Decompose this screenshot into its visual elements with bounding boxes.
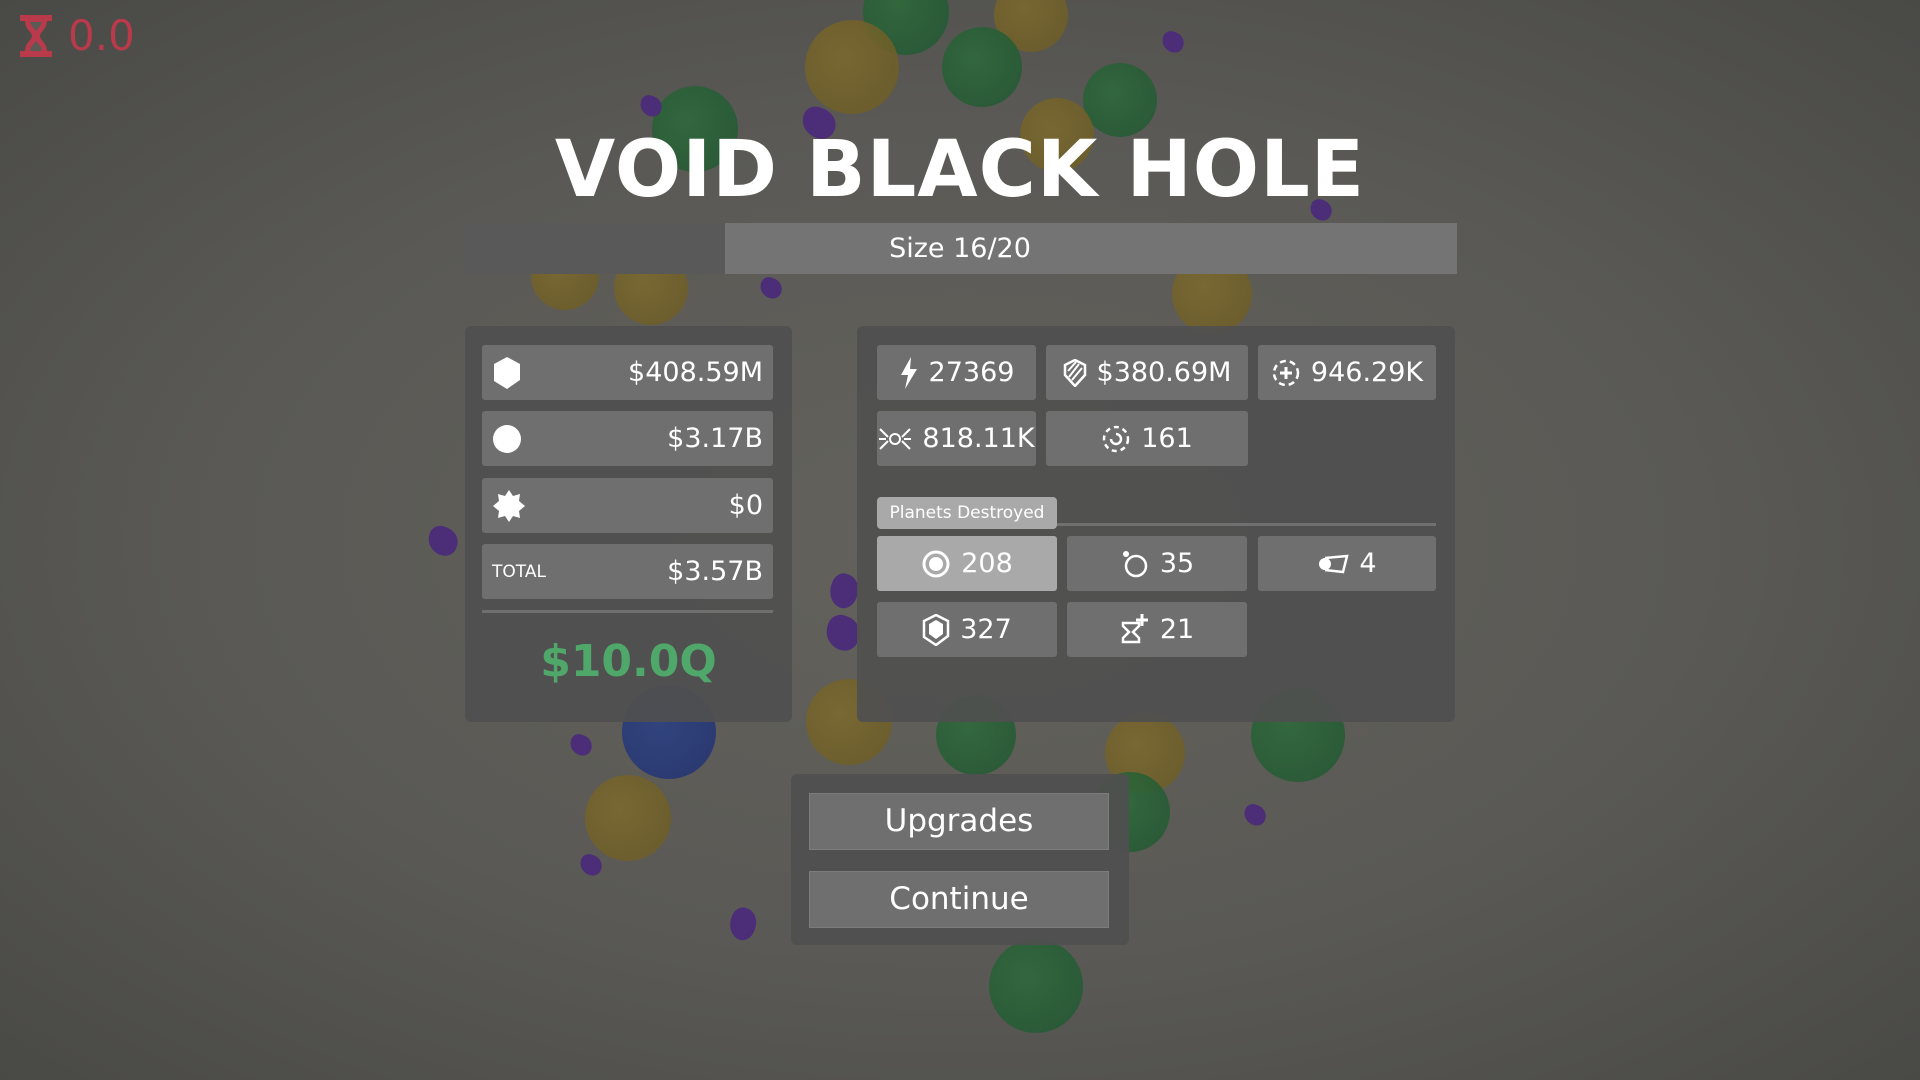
- divider: [1057, 523, 1436, 526]
- stats-panel: 27369 $380.69M 946.29K 818.11K 161 Plane…: [857, 326, 1455, 722]
- divider: [482, 610, 773, 613]
- planet-count-moon: 35: [1067, 536, 1247, 591]
- star-burst-icon: [493, 489, 525, 522]
- planet-count: 327: [960, 614, 1012, 645]
- earnings-panel: $408.59M $3.17B $0 TOTAL $3.57B $10.0Q: [465, 326, 792, 722]
- earning-value: $0: [728, 490, 763, 521]
- timer-value: 0.0: [68, 11, 135, 60]
- dashed-plus-circle-icon: [1272, 359, 1300, 386]
- lightning-icon: [900, 356, 917, 389]
- planet-count-hexagon: 327: [877, 602, 1057, 657]
- planets-destroyed-label: Planets Destroyed: [877, 497, 1057, 529]
- hourglass-plus-icon: [1121, 613, 1148, 643]
- stat-value: 818.11K: [922, 423, 1035, 454]
- stat-energy: 27369: [877, 345, 1036, 400]
- moon-orbit-icon: [1122, 550, 1148, 577]
- dashed-rotate-icon: [1102, 425, 1130, 452]
- striped-shield-icon: [1063, 358, 1086, 387]
- planet-count-hourglass: 21: [1067, 602, 1247, 657]
- stat-value: 946.29K: [1310, 357, 1424, 388]
- balance-value: $10.0Q: [540, 636, 717, 687]
- circle-icon: [493, 424, 521, 453]
- stat-attract: 818.11K: [877, 411, 1036, 466]
- planet-count: 4: [1359, 548, 1377, 579]
- page-title: VOID BLACK HOLE: [554, 125, 1366, 215]
- planet-count-comet: 4: [1258, 536, 1436, 591]
- attract-icon: [879, 427, 912, 450]
- hourglass-icon: [20, 15, 52, 57]
- stat-shield-money: $380.69M: [1046, 345, 1248, 400]
- comet-icon: [1319, 554, 1350, 573]
- planet-count: 208: [961, 548, 1013, 579]
- stat-value: $380.69M: [1096, 357, 1232, 388]
- planet-count: 21: [1159, 614, 1195, 645]
- hexagon-outline-icon: [922, 613, 950, 646]
- stat-dashed-plus: 946.29K: [1258, 345, 1436, 400]
- menu-panel: Upgrades Continue: [791, 774, 1129, 945]
- stat-value: 27369: [928, 357, 1015, 388]
- stat-value: 161: [1141, 423, 1193, 454]
- earning-row-starburst: $0: [482, 478, 773, 533]
- planet-count-ring: 208: [877, 536, 1057, 591]
- earning-value: $3.17B: [667, 423, 763, 454]
- size-label: Size 16/20: [889, 233, 1031, 264]
- earning-value: $408.59M: [628, 357, 763, 388]
- total-value: $3.57B: [667, 556, 763, 587]
- upgrades-button[interactable]: Upgrades: [809, 793, 1109, 850]
- continue-button[interactable]: Continue: [809, 871, 1109, 928]
- size-progress-bar: Size 16/20: [463, 223, 1457, 274]
- earning-row-circle: $3.17B: [482, 411, 773, 466]
- planet-count: 35: [1159, 548, 1195, 579]
- total-label: TOTAL: [492, 561, 546, 582]
- timer: 0.0: [18, 13, 135, 59]
- ring-planet-icon: [922, 550, 950, 577]
- earning-row-total: TOTAL $3.57B: [482, 544, 773, 599]
- size-progress-fill: [463, 223, 726, 274]
- earning-row-hexagon: $408.59M: [482, 345, 773, 400]
- hexagon-icon: [494, 356, 520, 389]
- stat-rotate: 161: [1046, 411, 1248, 466]
